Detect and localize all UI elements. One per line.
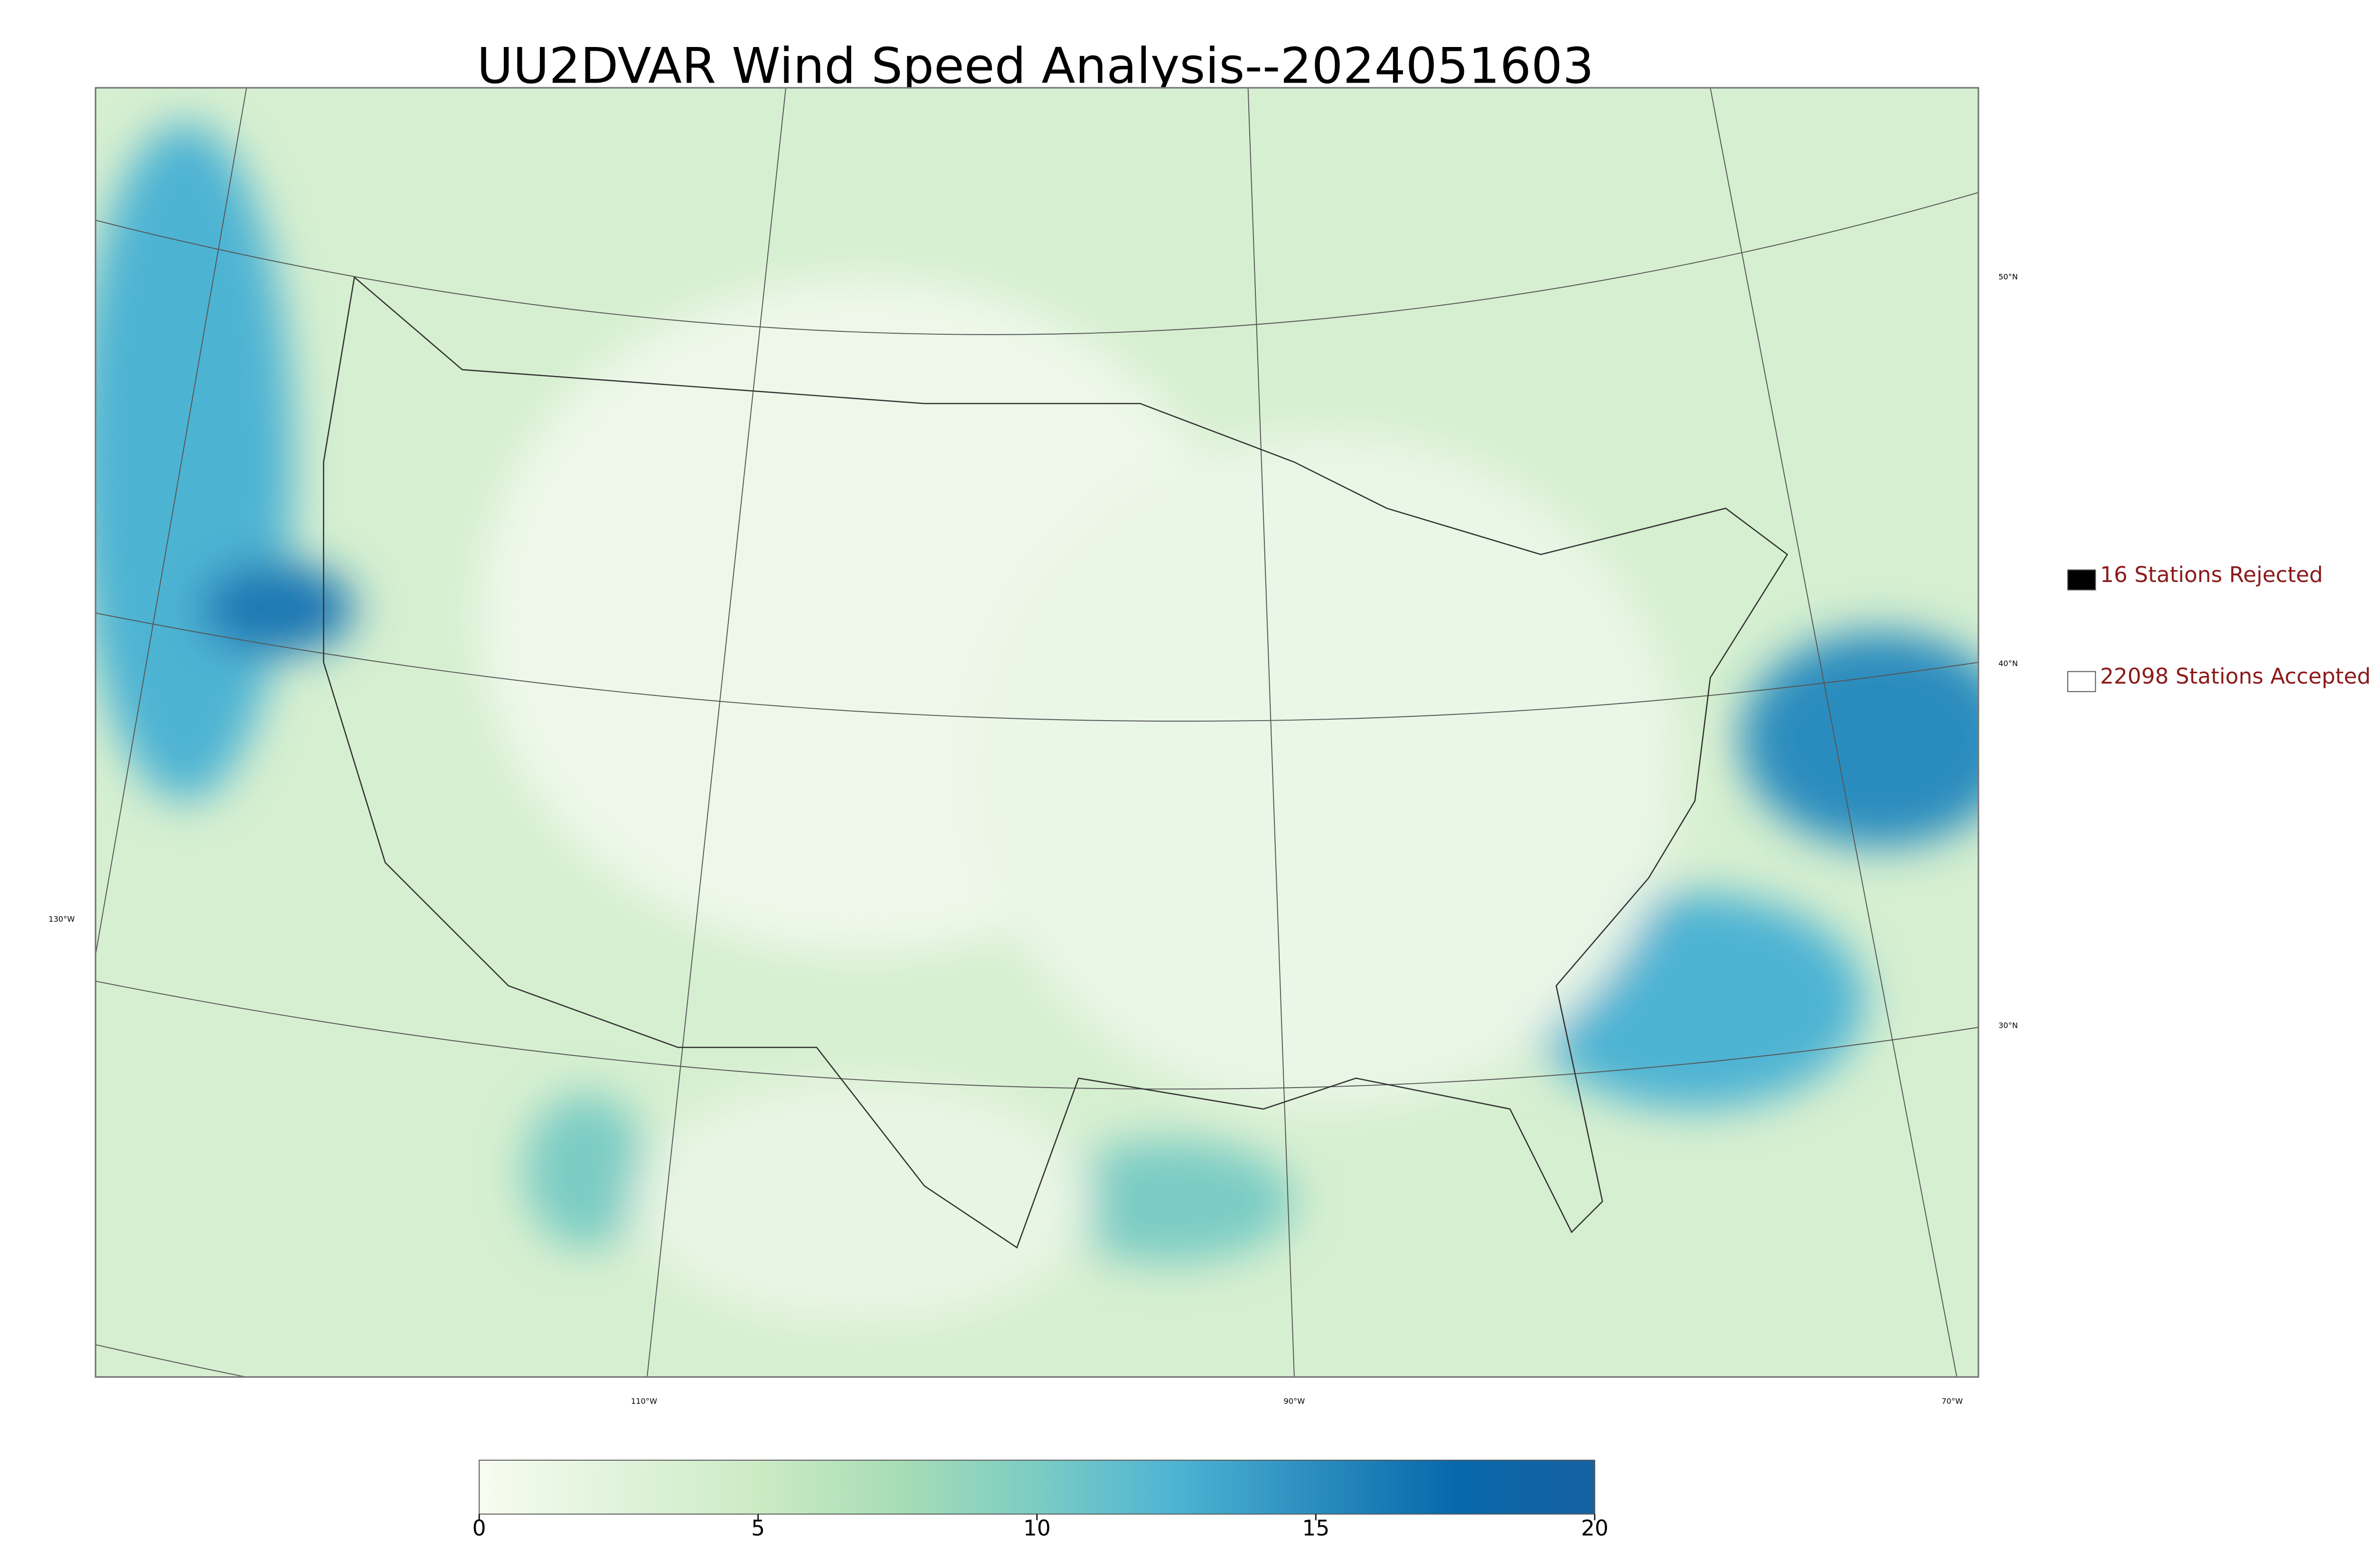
wind-field <box>95 123 1978 1325</box>
legend: 16 Stations Rejected 22098 Stations Accep… <box>2067 562 2371 692</box>
colorbar-tick-label: 10 <box>1023 1515 1051 1540</box>
coastline <box>323 276 1789 1249</box>
lon-label: 130°W <box>48 915 75 924</box>
map <box>95 87 1978 1377</box>
legend-swatch <box>2067 569 2096 591</box>
title: UU2DVAR Wind Speed Analysis--2024051603 <box>477 38 1594 94</box>
lon-label: 90°W <box>1284 1397 1305 1406</box>
legend-swatch <box>2067 671 2096 692</box>
graticule <box>95 87 1978 1377</box>
colorbar: 0 5 10 15 20 <box>472 1459 1609 1540</box>
colorbar-tick-label: 0 <box>472 1515 486 1540</box>
legend-label: 16 Stations Rejected <box>2100 562 2323 587</box>
lon-label: 70°W <box>1941 1397 1963 1406</box>
legend-label: 22098 Stations Accepted <box>2100 664 2371 689</box>
colorbar-tick-label: 5 <box>751 1515 765 1540</box>
map-frame <box>94 87 1979 1378</box>
lat-label: 50°N <box>1998 272 2018 282</box>
lon-label: 110°W <box>631 1397 657 1406</box>
graticule-labels: 50°N 40°N 30°N 130°W 110°W 90°W 70°W <box>48 272 2018 1406</box>
colorbar-fill <box>479 1459 1595 1515</box>
lat-label: 30°N <box>1998 1021 2018 1030</box>
colorbar-tick-label: 20 <box>1581 1515 1609 1540</box>
lat-label: 40°N <box>1998 659 2018 668</box>
colorbar-tick-label: 15 <box>1302 1515 1329 1540</box>
